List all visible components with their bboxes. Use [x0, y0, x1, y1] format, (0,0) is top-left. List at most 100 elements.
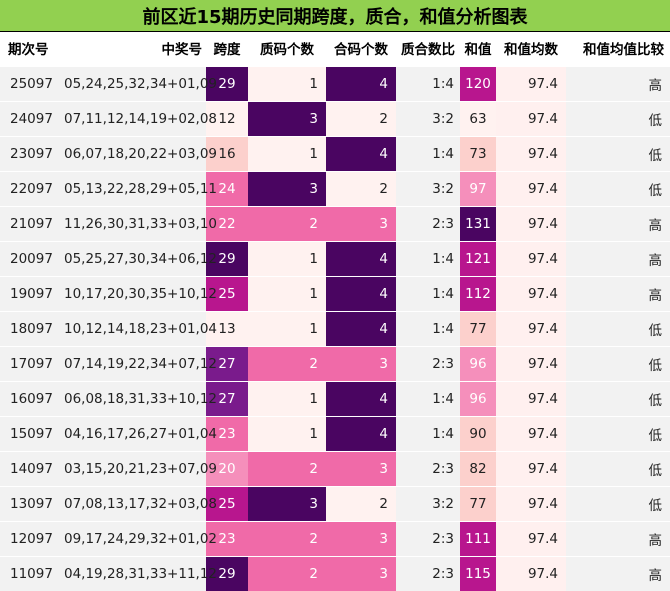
cell-ratio: 2:3 [396, 207, 460, 242]
cell-sum: 121 [460, 242, 496, 277]
cell-ratio: 2:3 [396, 347, 460, 382]
cell-prime-count: 2 [248, 452, 326, 487]
cell-ratio: 3:2 [396, 172, 460, 207]
cell-qi: 16097 [0, 382, 58, 417]
cell-composite-count: 4 [326, 137, 396, 172]
cell-sum: 96 [460, 347, 496, 382]
cell-sum-avg: 97.4 [496, 242, 566, 277]
cell-compare: 高 [566, 557, 670, 591]
cell-composite-count: 2 [326, 172, 396, 207]
cell-ratio: 1:4 [396, 312, 460, 347]
cell-compare: 低 [566, 102, 670, 137]
header-ratio: 质合数比 [396, 32, 460, 66]
cell-prime-count: 2 [248, 347, 326, 382]
cell-sum-avg: 97.4 [496, 382, 566, 417]
cell-qi: 14097 [0, 452, 58, 487]
cell-prime-count: 1 [248, 382, 326, 417]
cell-qi: 25097 [0, 66, 58, 102]
cell-sum: 90 [460, 417, 496, 452]
cell-compare: 高 [566, 277, 670, 312]
cell-numbers: 11,26,30,31,33+03,10 [58, 207, 206, 242]
header-prime-count: 质码个数 [248, 32, 326, 66]
cell-numbers: 07,08,13,17,32+03,08 [58, 487, 206, 522]
cell-prime-count: 3 [248, 487, 326, 522]
cell-ratio: 2:3 [396, 522, 460, 557]
cell-sum: 63 [460, 102, 496, 137]
cell-composite-count: 2 [326, 487, 396, 522]
cell-prime-count: 3 [248, 172, 326, 207]
cell-sum: 77 [460, 312, 496, 347]
cell-numbers: 07,14,19,22,34+07,12 [58, 347, 206, 382]
cell-prime-count: 1 [248, 66, 326, 102]
cell-prime-count: 1 [248, 417, 326, 452]
cell-qi: 19097 [0, 277, 58, 312]
cell-composite-count: 4 [326, 242, 396, 277]
cell-numbers: 05,24,25,32,34+01,09 [58, 66, 206, 102]
cell-sum-avg: 97.4 [496, 137, 566, 172]
cell-sum: 115 [460, 557, 496, 591]
cell-sum: 131 [460, 207, 496, 242]
cell-prime-count: 1 [248, 277, 326, 312]
cell-ratio: 1:4 [396, 277, 460, 312]
cell-compare: 高 [566, 66, 670, 102]
cell-sum-avg: 97.4 [496, 522, 566, 557]
cell-sum-avg: 97.4 [496, 487, 566, 522]
cell-prime-count: 1 [248, 242, 326, 277]
cell-compare: 低 [566, 312, 670, 347]
cell-qi: 13097 [0, 487, 58, 522]
cell-sum: 82 [460, 452, 496, 487]
header-sum: 和值 [460, 32, 496, 66]
cell-prime-count: 1 [248, 312, 326, 347]
header-sum-avg: 和值均数 [496, 32, 566, 66]
cell-numbers: 10,12,14,18,23+01,04 [58, 312, 206, 347]
cell-ratio: 1:4 [396, 382, 460, 417]
cell-composite-count: 3 [326, 522, 396, 557]
table-header-row: 期次号 中奖号 跨度 质码个数 合码个数 质合数比 和值 和值均数 和值均值比较 [0, 32, 670, 66]
cell-numbers: 04,19,28,31,33+11,12 [58, 557, 206, 591]
cell-ratio: 3:2 [396, 487, 460, 522]
cell-qi: 18097 [0, 312, 58, 347]
cell-numbers: 04,16,17,26,27+01,04 [58, 417, 206, 452]
cell-qi: 11097 [0, 557, 58, 591]
cell-sum: 111 [460, 522, 496, 557]
cell-sum: 73 [460, 137, 496, 172]
cell-numbers: 05,13,22,28,29+05,11 [58, 172, 206, 207]
cell-qi: 12097 [0, 522, 58, 557]
cell-sum: 120 [460, 66, 496, 102]
cell-compare: 高 [566, 242, 670, 277]
cell-ratio: 3:2 [396, 102, 460, 137]
cell-numbers: 06,08,18,31,33+10,12 [58, 382, 206, 417]
cell-composite-count: 4 [326, 417, 396, 452]
cell-composite-count: 4 [326, 277, 396, 312]
cell-numbers: 06,07,18,20,22+03,09 [58, 137, 206, 172]
cell-sum-avg: 97.4 [496, 347, 566, 382]
cell-prime-count: 2 [248, 207, 326, 242]
cell-compare: 低 [566, 172, 670, 207]
cell-composite-count: 3 [326, 452, 396, 487]
cell-sum-avg: 97.4 [496, 172, 566, 207]
cell-numbers: 07,11,12,14,19+02,08 [58, 102, 206, 137]
cell-composite-count: 3 [326, 557, 396, 591]
cell-sum: 97 [460, 172, 496, 207]
cell-composite-count: 4 [326, 66, 396, 102]
cell-prime-count: 2 [248, 522, 326, 557]
cell-sum-avg: 97.4 [496, 557, 566, 591]
cell-numbers: 05,25,27,30,34+06,12 [58, 242, 206, 277]
cell-sum: 96 [460, 382, 496, 417]
cell-sum-avg: 97.4 [496, 417, 566, 452]
cell-sum-avg: 97.4 [496, 207, 566, 242]
cell-composite-count: 3 [326, 347, 396, 382]
cell-qi: 23097 [0, 137, 58, 172]
page-title: 前区近15期历史同期跨度，质合，和值分析图表 [0, 0, 670, 32]
cell-prime-count: 1 [248, 137, 326, 172]
cell-numbers: 03,15,20,21,23+07,09 [58, 452, 206, 487]
